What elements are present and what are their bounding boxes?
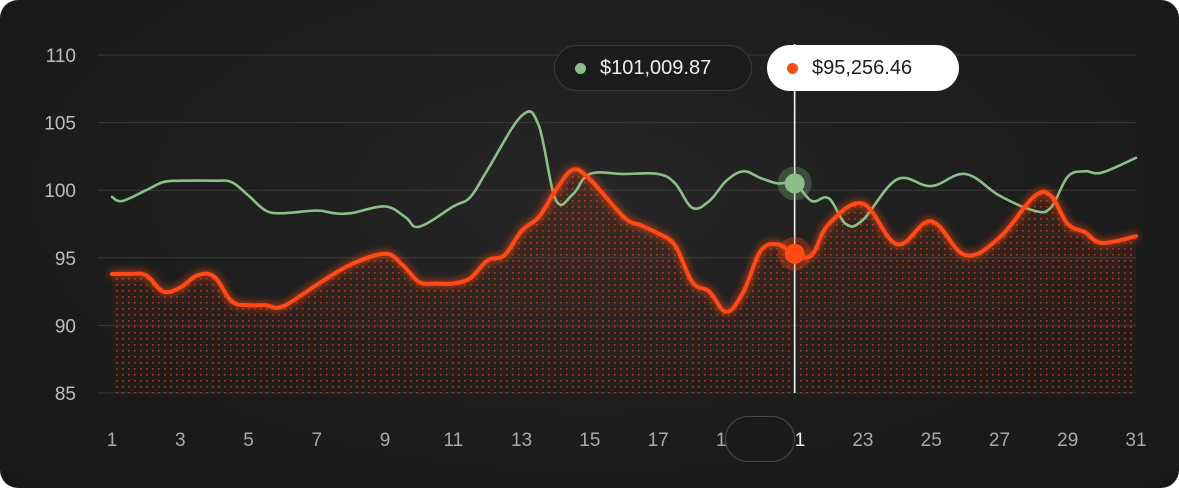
tooltip-green-value: $101,009.87 [554,45,752,91]
tooltip-orange-value-text: $95,256.46 [812,56,913,79]
x-tick-label: 27 [989,430,1010,451]
x-tick-label: 13 [511,430,532,451]
x-tick-label: 31 [1125,430,1146,451]
x-tick-label: 5 [243,430,254,451]
green-series-dot [575,62,586,74]
orange-series-dot [787,62,798,74]
green-marker [784,173,805,194]
y-tick-label: 105 [44,114,76,135]
orange-marker [784,243,805,264]
y-tick-label: 95 [55,249,76,270]
x-tick-label: 15 [579,430,600,451]
x-tick-label: 9 [380,430,391,451]
x-tick-label: 3 [175,430,186,451]
orange-series-line [110,167,1138,314]
orange-area-dots [112,169,1136,393]
x-tick-label: 1 [107,430,118,451]
y-tick-label: 90 [55,316,76,337]
active-x-highlight[interactable] [725,416,795,462]
x-tick-label: 29 [1057,430,1078,451]
x-tick-label: 7 [312,430,323,451]
x-tick-label: 11 [443,430,463,451]
y-tick-label: 110 [46,46,76,67]
x-tick-label: 25 [921,430,942,451]
y-tick-label: 85 [55,384,76,405]
x-tick-label: 17 [648,430,669,451]
y-tick-label: 100 [44,181,76,202]
x-tick-label: 23 [852,430,873,451]
green-series-line [110,110,1138,229]
tooltip-orange-value: $95,256.46 [767,45,959,91]
tooltip-green-value-text: $101,009.87 [600,56,712,79]
